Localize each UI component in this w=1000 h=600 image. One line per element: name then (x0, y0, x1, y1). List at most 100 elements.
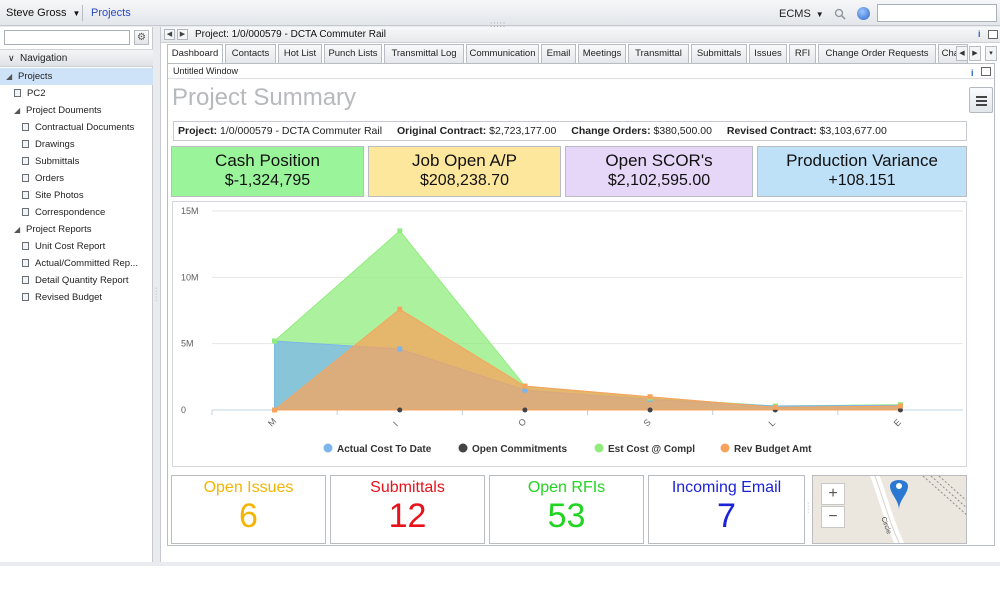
legend-label[interactable]: Open Commitments (472, 444, 567, 455)
project-title: Project: 1/0/000579 - DCTA Commuter Rail (195, 29, 387, 40)
global-search-input[interactable] (877, 4, 997, 22)
sidebar-item-site-photos[interactable]: Site Photos (0, 187, 153, 204)
tab-scroll-left-icon[interactable]: ◀ (956, 46, 968, 61)
window-title: Untitled Window (173, 66, 239, 76)
sidebar-item-contractual-documents[interactable]: Contractual Documents (0, 119, 153, 136)
maximize-icon[interactable] (981, 67, 991, 76)
user-menu[interactable]: Steve Gross ▼ (6, 7, 80, 19)
projects-link[interactable]: Projects (91, 7, 131, 19)
maximize-icon[interactable] (988, 30, 998, 39)
zoom-in-button[interactable]: + (821, 483, 845, 505)
kpi-open-scors[interactable]: Open SCOR's $2,102,595.00 (565, 146, 753, 197)
top-bar: Steve Gross ▼ Projects ECMS ▼ ::::: (0, 0, 1000, 29)
sidebar-item-project-reports[interactable]: ◢ Project Reports (0, 221, 153, 238)
sidebar-item-unit-cost-report[interactable]: Unit Cost Report (0, 238, 153, 255)
info-icon[interactable]: i (978, 29, 981, 39)
chevron-down-icon: ▼ (815, 10, 824, 19)
chart-svg: 15M 10M 5M 0 M I O S L E Actual Cost To Date Open C… (181, 206, 963, 455)
user-name: Steve Gross (6, 7, 67, 19)
revised-contract-value: $3,103,677.00 (819, 125, 887, 137)
tab-change-order-requests[interactable]: Change Order Requests (818, 44, 936, 63)
sidebar-item-label: Detail Quantity Report (35, 275, 129, 286)
map-widget[interactable]: Circle + − (812, 475, 967, 544)
sidebar-item-project-douments[interactable]: ◢ Project Douments (0, 102, 153, 119)
data-point-open-commitments (647, 407, 653, 413)
tab-hot-list[interactable]: Hot List (278, 44, 322, 63)
forward-arrow-icon[interactable]: ▶ (177, 29, 188, 40)
legend-label[interactable]: Est Cost @ Compl (608, 444, 695, 455)
tab-menu-icon[interactable]: ▾ (985, 46, 997, 61)
help-globe-icon[interactable] (857, 7, 870, 20)
sidebar-item-correspondence[interactable]: Correspondence (0, 204, 153, 221)
stat-submittals[interactable]: Submittals 12 (330, 475, 485, 544)
zoom-out-button[interactable]: − (821, 506, 845, 528)
ecms-menu[interactable]: ECMS ▼ (779, 8, 824, 20)
stat-incoming-email[interactable]: Incoming Email 7 (648, 475, 805, 544)
hamburger-menu-icon[interactable] (969, 87, 993, 113)
data-point-rev-budget-amt (897, 403, 903, 409)
legend-marker (720, 443, 730, 453)
kpi-value: $2,102,595.00 (607, 172, 711, 189)
tab-punch-lists[interactable]: Punch Lists (324, 44, 382, 63)
y-tick-label: 0 (181, 405, 186, 415)
data-point-rev-budget-amt (272, 407, 278, 413)
stat-value: 7 (717, 497, 736, 535)
sidebar-item-revised-budget[interactable]: Revised Budget (0, 289, 153, 306)
chevron-down-icon: ∨ (8, 53, 15, 63)
kpi-cash-position[interactable]: Cash Position $-1,324,795 (171, 146, 364, 197)
expand-arrow-icon[interactable]: ◢ (14, 106, 21, 115)
data-point-open-commitments (522, 407, 528, 413)
legend-label[interactable]: Rev Budget Amt (734, 444, 812, 455)
tab-contacts[interactable]: Contacts (225, 44, 276, 63)
map-pin-icon[interactable] (890, 480, 908, 510)
sidebar-item-drawings[interactable]: Drawings (0, 136, 153, 153)
resize-grip-icon[interactable]: ::::: (490, 20, 507, 29)
tab-issues[interactable]: Issues (749, 44, 787, 63)
x-tick-label: I (391, 420, 400, 429)
sidebar-item-projects[interactable]: ◢ Projects (0, 68, 153, 85)
main-panel: ◀ ▶ Project: 1/0/000579 - DCTA Commuter … (160, 27, 1000, 562)
tab-transmittal-log[interactable]: Transmittal Log (384, 44, 464, 63)
document-icon (22, 242, 29, 250)
sidebar-item-orders[interactable]: Orders (0, 170, 153, 187)
tab-meetings[interactable]: Meetings (578, 44, 626, 63)
resize-grip-icon[interactable]: · · · · (807, 500, 810, 516)
stat-open-rfis[interactable]: Open RFIs 53 (489, 475, 644, 544)
sidebar-item-actual-committed-rep[interactable]: Actual/Committed Rep... (0, 255, 153, 272)
info-icon[interactable]: i (971, 68, 974, 78)
sidebar-item-pc2[interactable]: PC2 (0, 85, 153, 102)
sidebar-item-label: PC2 (27, 88, 46, 99)
kpi-production-variance[interactable]: Production Variance +108.151 (757, 146, 967, 197)
stat-label: Submittals (370, 479, 445, 496)
legend-marker (323, 443, 333, 453)
tab-submittals[interactable]: Submittals (691, 44, 747, 63)
data-point-actual-cost-to-date (397, 346, 403, 352)
page-title: Project Summary (172, 84, 357, 111)
tab-scroll-right-icon[interactable]: ▶ (969, 46, 981, 61)
tab-communication[interactable]: Communication (466, 44, 539, 63)
stat-label: Open Issues (203, 479, 294, 496)
sidebar-item-detail-quantity-report[interactable]: Detail Quantity Report (0, 272, 153, 289)
tab-rfi[interactable]: RFI (789, 44, 816, 63)
tab-dashboard[interactable]: Dashboard (167, 44, 223, 64)
document-icon (22, 293, 29, 301)
tab-transmittal[interactable]: Transmittal (628, 44, 689, 63)
kpi-label: Production Variance (786, 151, 938, 170)
kpi-job-open-ap[interactable]: Job Open A/P $208,238.70 (368, 146, 561, 197)
back-arrow-icon[interactable]: ◀ (164, 29, 175, 40)
stat-open-issues[interactable]: Open Issues 6 (171, 475, 326, 544)
sidebar-search-input[interactable] (4, 30, 130, 45)
tab-email[interactable]: Email (541, 44, 576, 63)
legend-label[interactable]: Actual Cost To Date (337, 444, 432, 455)
sidebar-item-label: Site Photos (35, 190, 84, 201)
search-icon[interactable] (834, 8, 846, 20)
panel-splitter[interactable]: · · · · · (154, 27, 159, 562)
gear-icon[interactable]: ⚙ (134, 30, 149, 45)
expand-arrow-icon[interactable]: ◢ (6, 72, 13, 81)
expand-arrow-icon[interactable]: ◢ (14, 225, 21, 234)
document-icon (22, 259, 29, 267)
app-window: Steve Gross ▼ Projects ECMS ▼ ::::: ⚙ ∨ Nav… (0, 0, 1000, 566)
sidebar-item-submittals[interactable]: Submittals (0, 153, 153, 170)
x-tick-label: O (516, 416, 528, 428)
navigation-header[interactable]: ∨ Navigation (0, 49, 153, 67)
